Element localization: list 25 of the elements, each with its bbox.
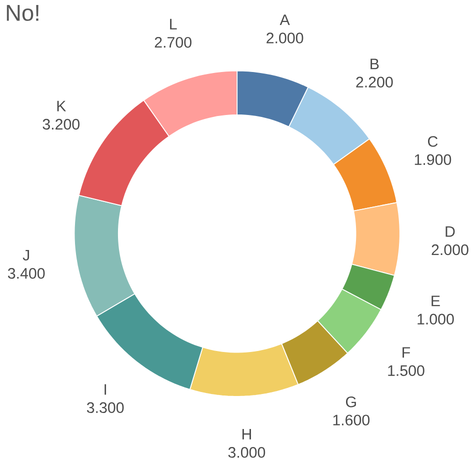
slice-label: C (428, 136, 438, 147)
slice-label: I (104, 384, 106, 395)
slice-label: A (280, 14, 290, 26)
slice-label: E (432, 296, 440, 306)
slice-label: L (170, 19, 177, 30)
data-label: 3.400 (8, 268, 45, 279)
data-label: 1.000 (418, 314, 454, 325)
slice-label: D (446, 226, 455, 237)
data-label: 1.900 (414, 154, 452, 166)
slice-label: G (346, 396, 356, 408)
data-label: 2.700 (154, 37, 192, 48)
slice-label: H (242, 429, 251, 440)
data-label: 2.000 (432, 244, 468, 256)
data-label: 1.600 (333, 414, 370, 426)
data-label: 3.200 (42, 118, 80, 130)
data-label: 2.200 (356, 76, 393, 88)
chart-title: No! (6, 5, 38, 21)
data-label: 3.000 (228, 447, 266, 458)
slice-label: K (57, 100, 66, 112)
data-label: 1.500 (388, 365, 424, 376)
slice-label: J (22, 250, 30, 261)
slice-label: B (370, 58, 379, 70)
data-label: 2.000 (266, 32, 304, 44)
data-label: 3.300 (86, 402, 124, 414)
slice-label: F (402, 347, 410, 358)
